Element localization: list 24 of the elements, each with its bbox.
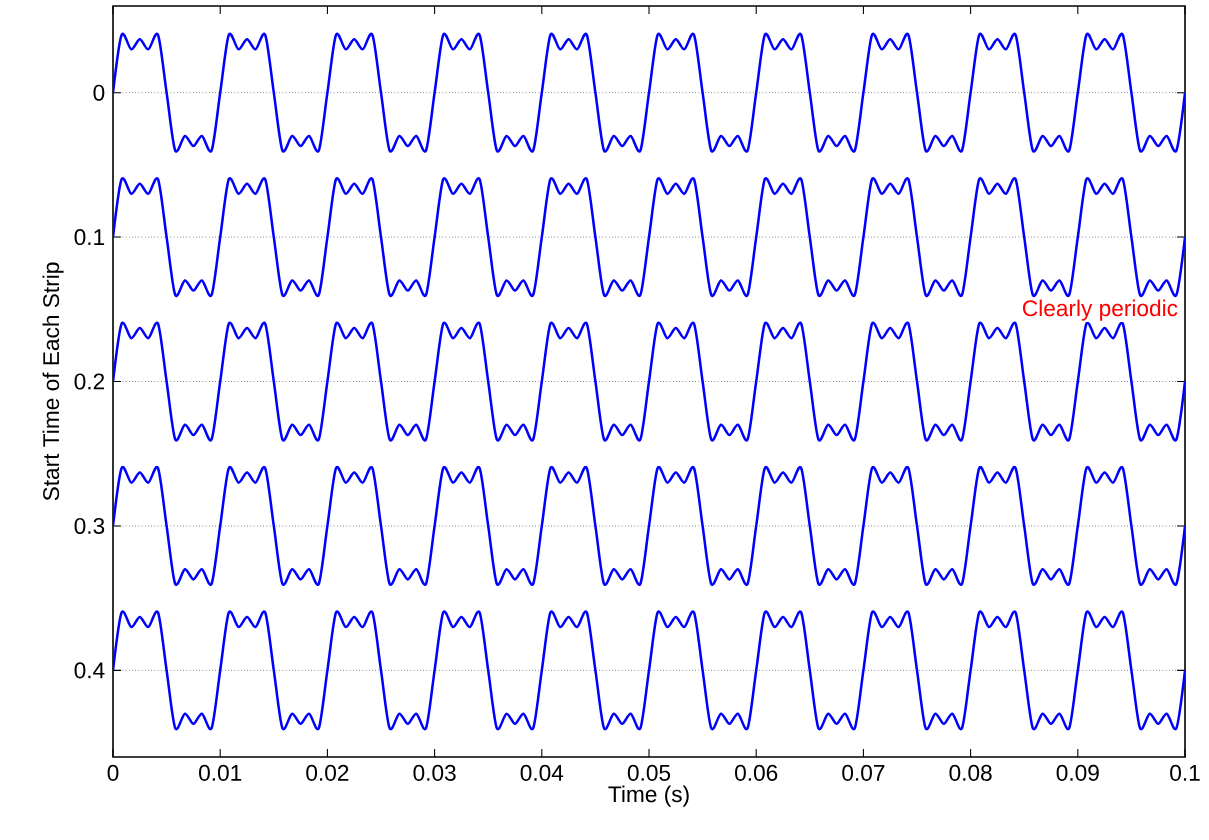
line-series bbox=[113, 611, 1186, 730]
x-tick-label: 0.05 bbox=[627, 764, 671, 781]
line-series bbox=[113, 33, 1186, 152]
line-series bbox=[113, 178, 1186, 297]
y-tick-label: 0 bbox=[93, 84, 105, 101]
x-tick-label: 0.04 bbox=[520, 764, 564, 781]
y-axis-title: Start Time of Each Strip bbox=[42, 262, 64, 501]
line-series bbox=[113, 322, 1186, 441]
x-tick-label: 0.02 bbox=[306, 764, 349, 781]
x-tick-label: 0.1 bbox=[1170, 764, 1200, 781]
x-tick-label: 0.01 bbox=[199, 764, 242, 781]
y-tick-label: 0.1 bbox=[74, 229, 105, 246]
annotation: Clearly periodic bbox=[1022, 299, 1178, 321]
x-tick-label: 0.09 bbox=[1056, 764, 1099, 781]
y-tick-label: 0.4 bbox=[74, 662, 105, 679]
x-tick-label: 0 bbox=[107, 764, 119, 781]
x-tick-label: 0.08 bbox=[949, 764, 992, 781]
line-series bbox=[113, 466, 1186, 585]
y-tick-label: 0.2 bbox=[74, 373, 105, 390]
x-axis-title: Time (s) bbox=[608, 785, 689, 807]
y-tick-label: 0.3 bbox=[74, 517, 105, 534]
x-tick-label: 0.06 bbox=[735, 764, 778, 781]
x-tick-label: 0.07 bbox=[842, 764, 885, 781]
x-tick-label: 0.03 bbox=[413, 764, 456, 781]
